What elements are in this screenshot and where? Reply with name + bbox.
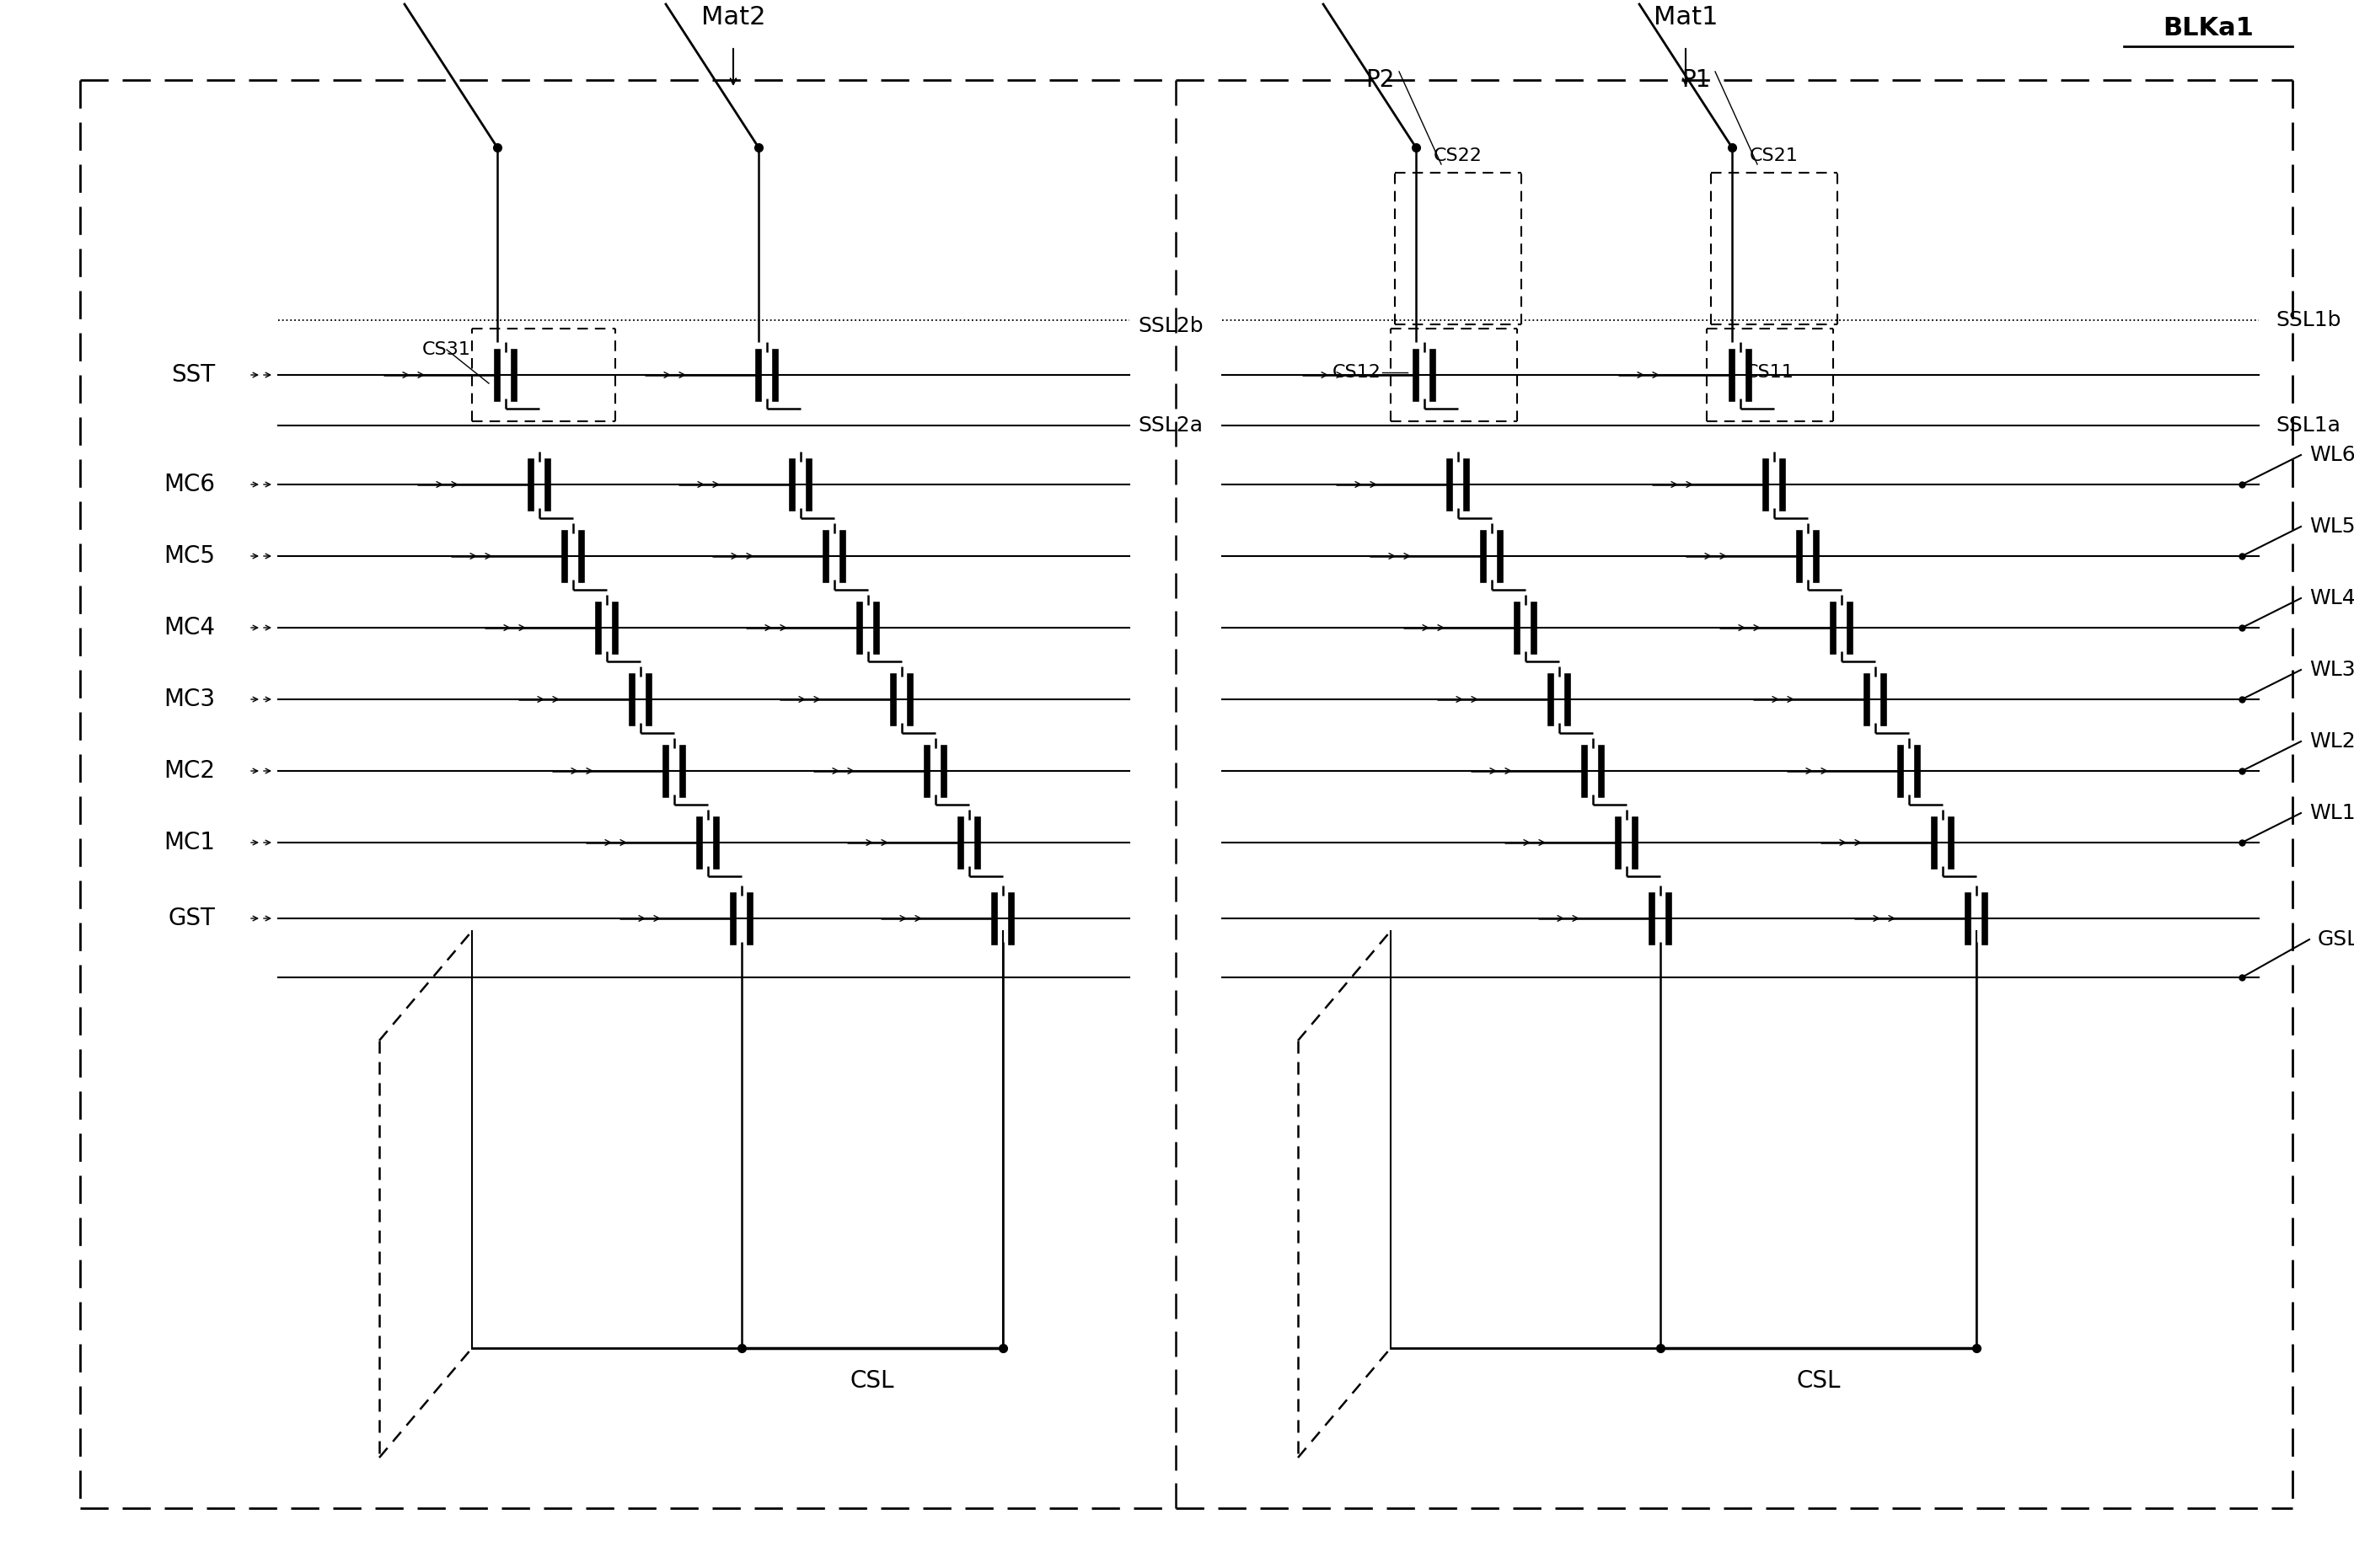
Text: CS21: CS21 bbox=[1749, 147, 1798, 165]
Text: SST: SST bbox=[172, 364, 214, 387]
Text: MC2: MC2 bbox=[162, 759, 214, 782]
Text: CS12: CS12 bbox=[1332, 364, 1382, 381]
Text: CS11: CS11 bbox=[1747, 364, 1794, 381]
Text: CSL: CSL bbox=[1796, 1369, 1841, 1392]
Text: Mat1: Mat1 bbox=[1653, 5, 1718, 30]
Text: P1: P1 bbox=[1681, 69, 1711, 93]
Text: CS22: CS22 bbox=[1434, 147, 1483, 165]
Text: MC4: MC4 bbox=[162, 616, 214, 640]
Text: GST: GST bbox=[167, 906, 214, 930]
Text: CS31: CS31 bbox=[421, 342, 471, 358]
Text: MC3: MC3 bbox=[162, 687, 214, 712]
Text: WL5: WL5 bbox=[2309, 516, 2354, 536]
Text: WL3: WL3 bbox=[2309, 660, 2354, 681]
Text: P2: P2 bbox=[1365, 69, 1394, 93]
Text: SSL2a: SSL2a bbox=[1137, 416, 1203, 436]
Text: WL1: WL1 bbox=[2309, 803, 2354, 823]
Text: MC1: MC1 bbox=[162, 831, 214, 855]
Text: SSL1a: SSL1a bbox=[2276, 416, 2340, 436]
Text: WL6: WL6 bbox=[2309, 445, 2354, 466]
Text: Mat2: Mat2 bbox=[701, 5, 765, 30]
Text: SSL2b: SSL2b bbox=[1137, 317, 1203, 336]
Text: WL4: WL4 bbox=[2309, 588, 2354, 608]
Text: MC5: MC5 bbox=[162, 544, 214, 568]
Text: MC6: MC6 bbox=[162, 472, 214, 495]
Text: SSL1b: SSL1b bbox=[2276, 310, 2340, 331]
Text: CSL: CSL bbox=[850, 1369, 895, 1392]
Text: WL2: WL2 bbox=[2309, 731, 2354, 751]
Text: GSL: GSL bbox=[2319, 930, 2354, 950]
Text: BLKa1: BLKa1 bbox=[2163, 16, 2253, 41]
